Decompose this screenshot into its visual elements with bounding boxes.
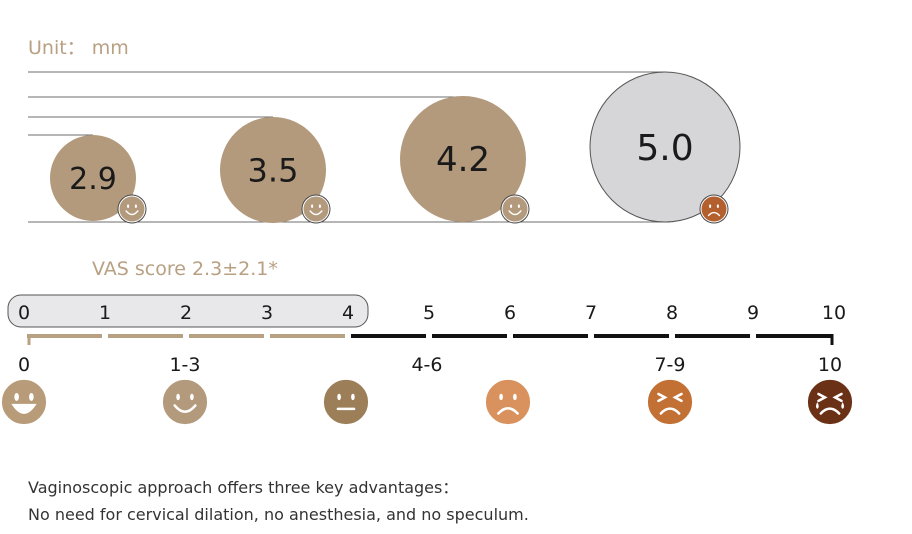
scale-ticks: 0 1 2 3 4 5 6 7 8 9 10 [18, 302, 846, 324]
scale-tick-1: 1 [99, 302, 111, 324]
smiling-face-icon [501, 195, 529, 223]
pain-face-smile-icon [161, 378, 209, 426]
vas-highlight-box [7, 294, 369, 328]
crying-face-icon [700, 195, 728, 223]
circle-value-label: 3.5 [248, 152, 299, 190]
scale-tick-5: 5 [423, 302, 435, 324]
pain-label-7-9: 7-9 [654, 354, 685, 376]
smiling-face-icon [302, 195, 330, 223]
pain-label-1-3: 1-3 [169, 354, 200, 376]
scale-tick-7: 7 [585, 302, 597, 324]
smiling-face-icon [118, 195, 146, 223]
pain-label-0: 0 [18, 354, 30, 376]
pain-face-squint-frown-icon [646, 378, 694, 426]
scale-tick-10: 10 [822, 302, 846, 324]
scale-tick-2: 2 [180, 302, 192, 324]
circle-value-label: 5.0 [636, 128, 693, 169]
size-circles: 2.9 3.5 4.2 5.0 [50, 71, 741, 224]
pain-face-frown-icon [484, 378, 532, 426]
circle-face-badge [500, 194, 530, 224]
pain-faces [0, 378, 854, 426]
circle-face-badge [117, 194, 147, 224]
pain-face-cry-icon [806, 378, 854, 426]
pain-face-neutral-icon [322, 378, 370, 426]
circle-value-label: 2.9 [69, 162, 117, 197]
size-circle-3-5: 3.5 [220, 117, 331, 224]
footnote-line-2: No need for cervical dilation, no anesth… [28, 505, 529, 524]
scale-segments [27, 334, 834, 345]
scale-tick-0: 0 [18, 302, 30, 324]
footnote-line-1: Vaginoscopic approach offers three key a… [28, 478, 459, 497]
unit-label: Unit： mm [28, 37, 129, 59]
circle-face-badge [301, 194, 331, 224]
size-circle-2-9: 2.9 [50, 135, 147, 224]
size-circle-5-0: 5.0 [589, 71, 741, 224]
size-circle-4-2: 4.2 [400, 96, 530, 224]
pain-label-4-6: 4-6 [411, 354, 442, 376]
pain-face-big-smile-icon [0, 378, 48, 426]
scale-tick-8: 8 [666, 302, 678, 324]
vas-score-title: VAS score 2.3±2.1* [92, 258, 278, 280]
scale-tick-6: 6 [504, 302, 516, 324]
pain-group-labels: 0 1-3 4-6 7-9 10 [18, 354, 842, 376]
scale-tick-9: 9 [747, 302, 759, 324]
circle-face-badge [699, 194, 729, 224]
circle-value-label: 4.2 [436, 140, 490, 180]
scale-tick-4: 4 [342, 302, 354, 324]
pain-label-10: 10 [818, 354, 842, 376]
scale-tick-3: 3 [261, 302, 273, 324]
